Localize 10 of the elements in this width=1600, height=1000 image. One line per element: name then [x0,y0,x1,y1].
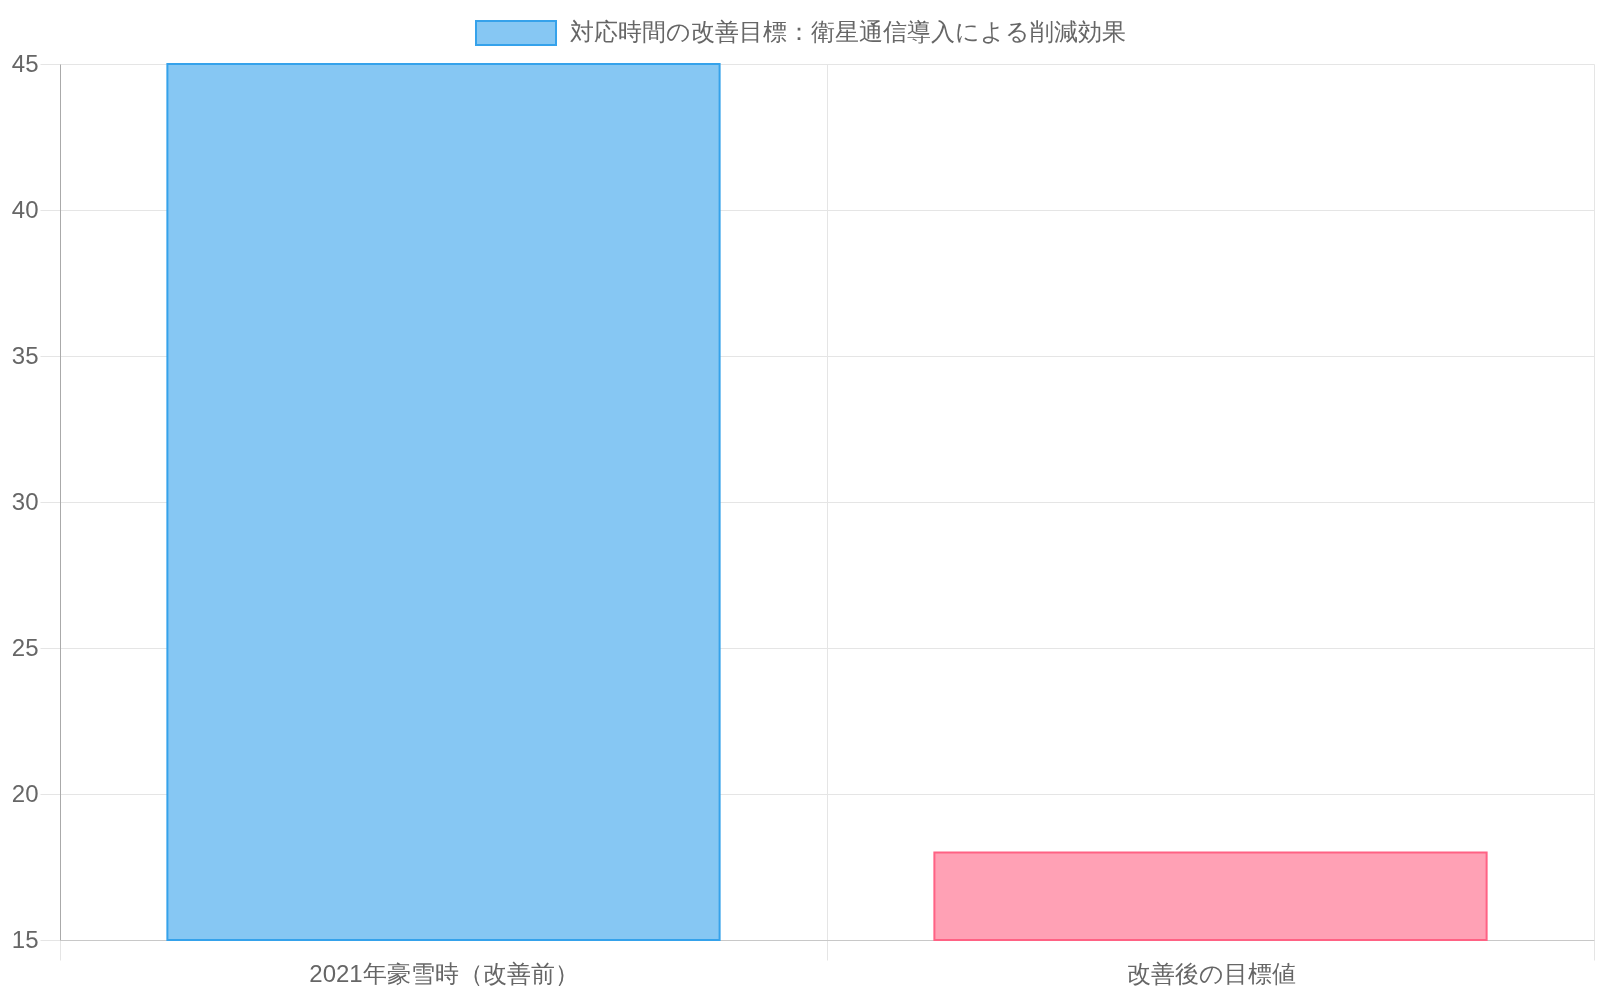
y-tick-label: 45 [11,49,39,77]
y-tick-label: 40 [11,195,39,223]
x-tick-label: 改善後の目標値 [1126,959,1296,987]
legend-label: 対応時間の改善目標：衛星通信導入による削減効果 [570,18,1126,45]
y-tick-label: 35 [11,341,39,369]
y-tick-label: 20 [11,779,39,807]
x-tick-label: 2021年豪雪時（改善前） [309,959,579,987]
y-tick-label: 25 [11,633,39,661]
y-tick-label: 30 [11,487,39,515]
y-tick-label: 15 [11,925,39,953]
